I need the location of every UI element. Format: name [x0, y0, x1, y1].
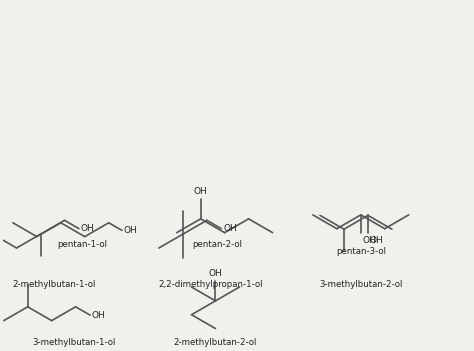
- Text: OH: OH: [223, 224, 237, 233]
- Text: OH: OH: [209, 269, 222, 278]
- Text: OH: OH: [124, 226, 137, 235]
- Text: OH: OH: [194, 186, 208, 196]
- Text: pentan-2-ol: pentan-2-ol: [192, 240, 243, 249]
- Text: OH: OH: [370, 236, 383, 245]
- Text: pentan-3-ol: pentan-3-ol: [336, 246, 386, 256]
- Text: OH: OH: [92, 311, 106, 320]
- Text: 3-methylbutan-1-ol: 3-methylbutan-1-ol: [32, 338, 116, 347]
- Text: 2-methylbutan-1-ol: 2-methylbutan-1-ol: [13, 280, 96, 289]
- Text: pentan-1-ol: pentan-1-ol: [57, 240, 107, 249]
- Text: OH: OH: [363, 236, 376, 245]
- Text: 2,2-dimethylpropan-1-ol: 2,2-dimethylpropan-1-ol: [158, 280, 263, 289]
- Text: 2-methylbutan-2-ol: 2-methylbutan-2-ol: [174, 338, 257, 347]
- Text: OH: OH: [81, 224, 95, 233]
- Text: 3-methylbutan-2-ol: 3-methylbutan-2-ol: [319, 280, 402, 289]
